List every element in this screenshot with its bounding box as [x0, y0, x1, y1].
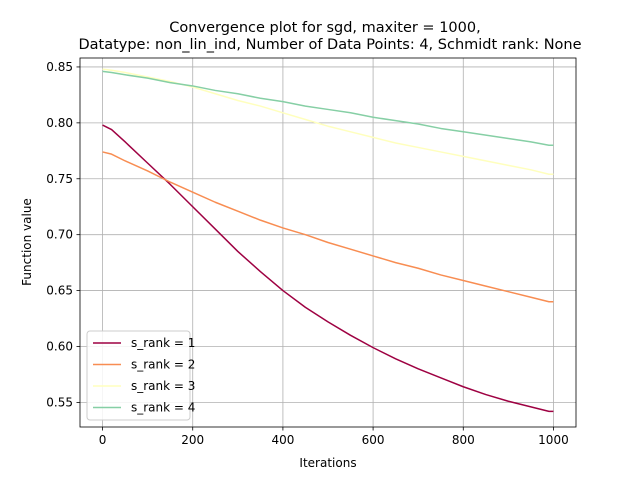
y-tick-label: 0.60	[46, 339, 73, 353]
series-group	[102, 68, 554, 413]
y-tick-label: 0.80	[46, 116, 73, 130]
chart-title-line2: Datatype: non_lin_ind, Number of Data Po…	[78, 37, 581, 53]
plot-frame	[79, 57, 577, 428]
y-tick-label: 0.55	[46, 395, 73, 409]
x-tick-label: 600	[362, 433, 385, 447]
y-axis-ticks: 0.55 0.60 0.65 0.70 0.75 0.80 0.85	[46, 60, 80, 409]
x-axis-label: Iterations	[299, 456, 356, 470]
grid-lines	[80, 58, 576, 427]
legend-label-s-rank-2: s_rank = 2	[131, 358, 195, 372]
x-tick-label: 200	[181, 433, 204, 447]
x-tick-label: 800	[452, 433, 475, 447]
chart-title-line1: Convergence plot for sgd, maxiter = 1000…	[169, 20, 480, 36]
legend: s_rank = 1 s_rank = 2 s_rank = 3 s_rank = 4	[86, 330, 195, 421]
legend-label-s-rank-1: s_rank = 1	[131, 336, 195, 350]
x-tick-label: 400	[271, 433, 294, 447]
series-line-s-rank-3	[102, 68, 554, 176]
legend-box	[86, 330, 191, 421]
x-tick-label: 0	[99, 433, 107, 447]
x-tick-label: 1000	[538, 433, 569, 447]
y-axis-label: Function value	[20, 198, 34, 286]
x-axis-ticks: 0 200 400 600 800 1000	[99, 427, 569, 447]
series-line-s-rank-1	[102, 124, 554, 413]
legend-label-s-rank-4: s_rank = 4	[131, 401, 195, 415]
y-tick-label: 0.85	[46, 60, 73, 74]
y-tick-label: 0.70	[46, 228, 73, 242]
series-line-s-rank-4	[102, 70, 554, 146]
y-tick-label: 0.75	[46, 172, 73, 186]
legend-label-s-rank-3: s_rank = 3	[131, 379, 195, 393]
series-line-s-rank-2	[102, 151, 554, 303]
y-tick-label: 0.65	[46, 284, 73, 298]
